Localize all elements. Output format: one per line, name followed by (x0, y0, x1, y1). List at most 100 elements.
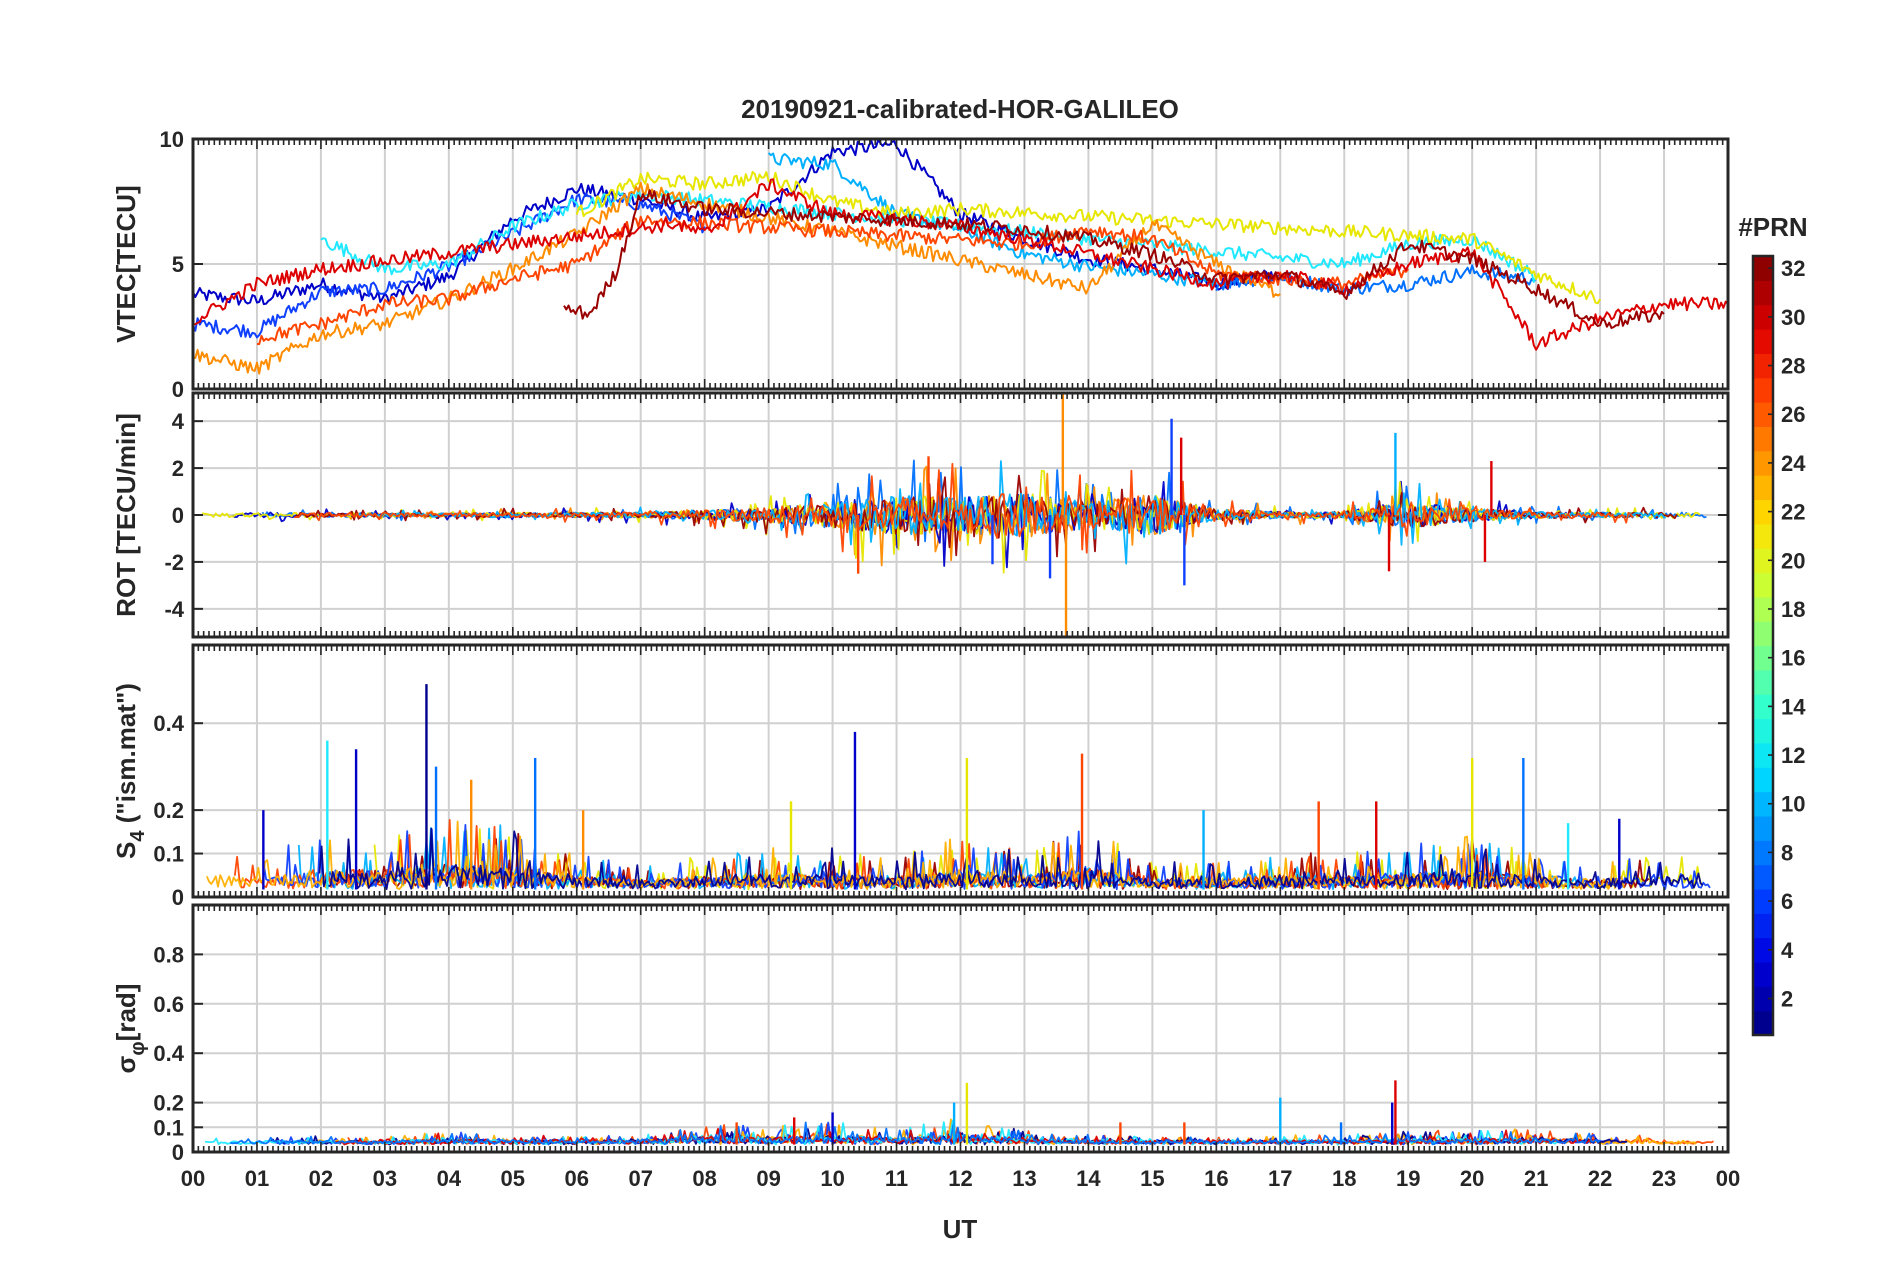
vtec-y-tick-label: 5 (172, 252, 184, 277)
colorbar-segment (1753, 961, 1773, 987)
x-tick-label: 00 (181, 1166, 205, 1191)
colorbar-segment (1753, 913, 1773, 939)
x-tick-label: 11 (885, 1166, 908, 1191)
colorbar-segment (1753, 864, 1773, 890)
panel-vtec: 0 5 10 VTEC[TECU] (111, 127, 1730, 402)
vtec-x-minor-ticks (192, 139, 1729, 389)
s4-y-tick-label: 0.2 (153, 798, 184, 823)
colorbar-segment (1753, 329, 1773, 354)
sigma-ylabel-rest: [rad] (111, 984, 141, 1042)
colorbar-tick-label: 6 (1781, 889, 1793, 914)
x-tick-label: 01 (245, 1166, 269, 1191)
colorbar-segment (1753, 280, 1773, 306)
colorbar-tick-label: 22 (1781, 500, 1805, 525)
colorbar-tick-label: 10 (1781, 792, 1805, 817)
vtec-y-ticks: 0 5 10 (160, 127, 1728, 402)
x-tick-label: 20 (1460, 1166, 1484, 1191)
sigma-y-tick-label: 0.8 (153, 942, 184, 967)
rot-trace-7 (294, 462, 1634, 554)
x-tick-label: 03 (373, 1166, 397, 1191)
colorbar-segment (1753, 937, 1773, 963)
figure-title: 20190921-calibrated-HOR-GALILEO (741, 94, 1179, 124)
x-tick-labels: 00 01 02 03 04 05 06 07 08 09 10 11 12 13 14 15 16 17 18 19… (181, 1166, 1740, 1191)
colorbar-label: #PRN (1738, 212, 1807, 242)
s4-ylabel-rest: ("ism.mat") (111, 683, 141, 830)
x-tick-label: 06 (565, 1166, 589, 1191)
x-tick-label: 08 (692, 1166, 716, 1191)
vtec-y-tick-label: 0 (172, 377, 184, 402)
colorbar-segment (1753, 548, 1773, 574)
colorbar-tick-label: 2 (1781, 986, 1793, 1011)
colorbar-segment (1753, 791, 1773, 817)
colorbar-segment (1753, 256, 1773, 281)
colorbar-segment (1753, 986, 1773, 1012)
rot-y-tick-label: 0 (172, 503, 184, 528)
colorbar-segment (1753, 499, 1773, 525)
colorbar-tick-label: 20 (1781, 548, 1805, 573)
colorbar-tick-label: 26 (1781, 402, 1805, 427)
x-tick-label: 13 (1012, 1166, 1036, 1191)
x-tick-label: 23 (1652, 1166, 1676, 1191)
s4-y-axis-label: S4 ("ism.mat") (111, 683, 149, 859)
sigma-ylabel-sub: φ (127, 1041, 149, 1055)
colorbar-segment (1753, 402, 1773, 427)
colorbar-segment (1753, 523, 1773, 549)
colorbar-segment (1753, 572, 1773, 598)
colorbar-tick-label: 12 (1781, 743, 1805, 768)
series-line-prn-6 (575, 171, 1601, 305)
colorbar-tick-label: 32 (1781, 256, 1805, 281)
sigma-y-tick-label: 0.6 (153, 992, 184, 1017)
x-tick-label: 07 (628, 1166, 652, 1191)
s4-x-minor-ticks (192, 645, 1729, 897)
vtec-data (193, 139, 1728, 375)
colorbar-tick-label: 18 (1781, 597, 1805, 622)
x-axis-label: UT (943, 1214, 978, 1244)
colorbar-segment (1753, 669, 1773, 695)
sigma-y-tick-label: 0.4 (153, 1041, 184, 1066)
panel-rot: -4 -2 0 2 4 ROT [TECU/min] (111, 391, 1730, 639)
s4-ylabel-main: S (111, 842, 141, 859)
colorbar-tick-label: 16 (1781, 646, 1805, 671)
colorbar-tick-label: 8 (1781, 840, 1793, 865)
sigma-y-tick-label: 0.1 (153, 1115, 184, 1140)
x-tick-label: 09 (756, 1166, 780, 1191)
x-tick-label: 14 (1076, 1166, 1101, 1191)
colorbar-segment (1753, 840, 1773, 866)
vtec-y-axis-label: VTEC[TECU] (111, 185, 141, 342)
rot-x-minor-ticks (192, 393, 1729, 637)
sigma-data (205, 1080, 1714, 1146)
s4-y-tick-label: 0.1 (153, 842, 184, 867)
rot-y-tick-label: -2 (164, 550, 184, 575)
x-tick-label: 22 (1588, 1166, 1612, 1191)
rot-data (201, 393, 1707, 637)
x-tick-label: 15 (1140, 1166, 1164, 1191)
x-tick-label: 02 (309, 1166, 333, 1191)
colorbar-segment (1753, 815, 1773, 841)
colorbar-segment (1753, 621, 1773, 647)
sigma-y-tick-label: 0.2 (153, 1091, 184, 1116)
colorbar-tick-label: 28 (1781, 354, 1805, 379)
sigma-y-ticks: 00.10.2 0.4 0.6 0.8 (153, 942, 1728, 1165)
series-line-prn-5 (320, 187, 1538, 283)
colorbar-segment (1753, 888, 1773, 914)
x-tick-label: 18 (1332, 1166, 1356, 1191)
s4-y-ticks: 0 0.1 0.2 0.4 (153, 711, 1728, 910)
rot-y-tick-label: -4 (164, 597, 184, 622)
colorbar-tick-label: 4 (1781, 938, 1794, 963)
colorbar-segment (1753, 645, 1773, 671)
x-tick-label: 04 (437, 1166, 462, 1191)
sigma-y-tick-label: 0 (172, 1140, 184, 1165)
colorbar-segment (1753, 596, 1773, 622)
x-tick-label: 05 (501, 1166, 525, 1191)
colorbar-segment (1753, 450, 1773, 476)
sigma-trace-7 (230, 1121, 1601, 1146)
colorbar-frame (1751, 254, 1775, 1037)
series-line-prn-4 (767, 152, 1218, 289)
s4-y-tick-label: 0 (172, 885, 184, 910)
panel-s4: 00.10.20.4S4 ("ism.mat") (111, 643, 1730, 910)
sigma-x-minor-ticks (192, 905, 1729, 1152)
